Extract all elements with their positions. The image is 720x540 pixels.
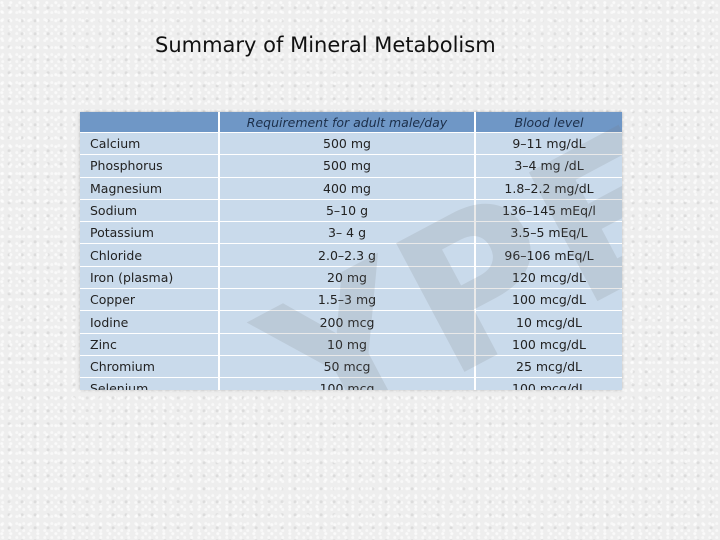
- mineral-name: Magnesium: [80, 177, 220, 200]
- requirement-value: 100 mcg: [219, 377, 476, 390]
- table-header-row: Requirement for adult male/day Blood lev…: [80, 112, 622, 133]
- blood-level-value: 9–11 mg/dL: [475, 132, 622, 156]
- table-row: Zinc 10 mg 100 mcg/dL: [80, 333, 622, 356]
- mineral-name: Chromium: [80, 355, 220, 379]
- mineral-name: Calcium: [80, 132, 220, 156]
- blood-level-value: 100 mcg/dL: [475, 288, 622, 312]
- header-requirement: Requirement for adult male/day: [219, 112, 476, 133]
- blood-level-value: 120 mcg/dL: [475, 266, 622, 290]
- blood-level-value: 96–106 mEq/L: [475, 243, 622, 267]
- requirement-value: 50 mcg: [219, 355, 476, 379]
- blood-level-value: 1.8–2.2 mg/dL: [475, 177, 622, 200]
- table-row: Phosphorus 500 mg 3–4 mg /dL: [80, 154, 622, 178]
- mineral-name: Chloride: [80, 243, 220, 267]
- mineral-name: Sodium: [80, 199, 220, 223]
- requirement-value: 200 mcg: [219, 310, 476, 334]
- requirement-value: 3– 4 g: [219, 221, 476, 245]
- table-row: Magnesium 400 mg 1.8–2.2 mg/dL: [80, 177, 622, 200]
- requirement-value: 400 mg: [219, 177, 476, 200]
- slide-title: Summary of Mineral Metabolism: [155, 33, 496, 57]
- requirement-value: 5–10 g: [219, 199, 476, 223]
- requirement-value: 10 mg: [219, 333, 476, 356]
- blood-level-value: 3.5–5 mEq/L: [475, 221, 622, 245]
- requirement-value: 500 mg: [219, 132, 476, 156]
- requirement-value: 1.5–3 mg: [219, 288, 476, 312]
- blood-level-value: 136–145 mEq/l: [475, 199, 622, 223]
- header-mineral: [80, 112, 220, 133]
- blood-level-value: 3–4 mg /dL: [475, 154, 622, 178]
- blood-level-value: 100 mcg/dL: [475, 333, 622, 356]
- requirement-value: 500 mg: [219, 154, 476, 178]
- table-row: Sodium 5–10 g 136–145 mEq/l: [80, 199, 622, 223]
- mineral-name: Potassium: [80, 221, 220, 245]
- mineral-name: Zinc: [80, 333, 220, 356]
- blood-level-value: 10 mcg/dL: [475, 310, 622, 334]
- table-row: Iron (plasma) 20 mg 120 mcg/dL: [80, 266, 622, 290]
- table-row: Chloride 2.0–2.3 g 96–106 mEq/L: [80, 243, 622, 267]
- requirement-value: 20 mg: [219, 266, 476, 290]
- mineral-name: Copper: [80, 288, 220, 312]
- header-blood-level: Blood level: [475, 112, 622, 133]
- mineral-name: Iodine: [80, 310, 220, 334]
- table-row: Selenium 100 mcg 100 mcg/dL: [80, 377, 622, 390]
- table-row: Calcium 500 mg 9–11 mg/dL: [80, 132, 622, 156]
- table-row: Chromium 50 mcg 25 mcg/dL: [80, 355, 622, 379]
- mineral-table: Requirement for adult male/day Blood lev…: [80, 112, 622, 390]
- blood-level-value: 25 mcg/dL: [475, 355, 622, 379]
- mineral-name: Iron (plasma): [80, 266, 220, 290]
- table-row: Potassium 3– 4 g 3.5–5 mEq/L: [80, 221, 622, 245]
- table-row: Copper 1.5–3 mg 100 mcg/dL: [80, 288, 622, 312]
- mineral-table-image: Requirement for adult male/day Blood lev…: [80, 112, 622, 390]
- requirement-value: 2.0–2.3 g: [219, 243, 476, 267]
- blood-level-value: 100 mcg/dL: [475, 377, 622, 390]
- mineral-name: Selenium: [80, 377, 220, 390]
- mineral-name: Phosphorus: [80, 154, 220, 178]
- table-row: Iodine 200 mcg 10 mcg/dL: [80, 310, 622, 334]
